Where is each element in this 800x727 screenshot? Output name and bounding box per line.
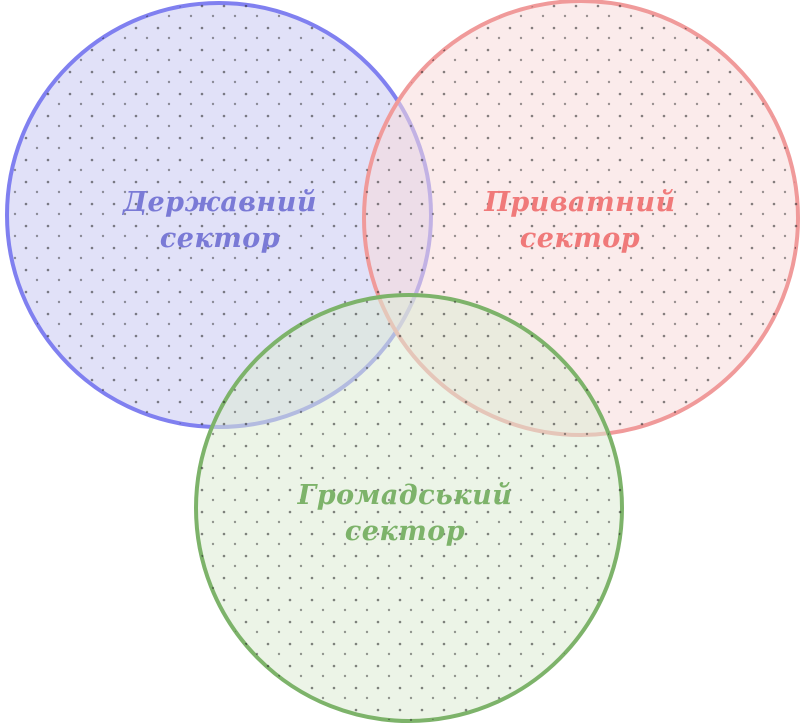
- private-sector-label-line2: сектор: [519, 223, 641, 254]
- state-sector-label-line1: Державний: [123, 187, 317, 218]
- state-sector-label: Державний сектор: [95, 185, 345, 257]
- nonprofit-sector-label-line2: сектор: [344, 516, 466, 547]
- nonprofit-sector-label: Громадський сектор: [280, 478, 530, 550]
- nonprofit-sector-label-line1: Громадський: [297, 480, 513, 511]
- private-sector-label: Приватний сектор: [455, 185, 705, 257]
- state-sector-label-line2: сектор: [159, 223, 281, 254]
- private-sector-label-line1: Приватний: [484, 187, 676, 218]
